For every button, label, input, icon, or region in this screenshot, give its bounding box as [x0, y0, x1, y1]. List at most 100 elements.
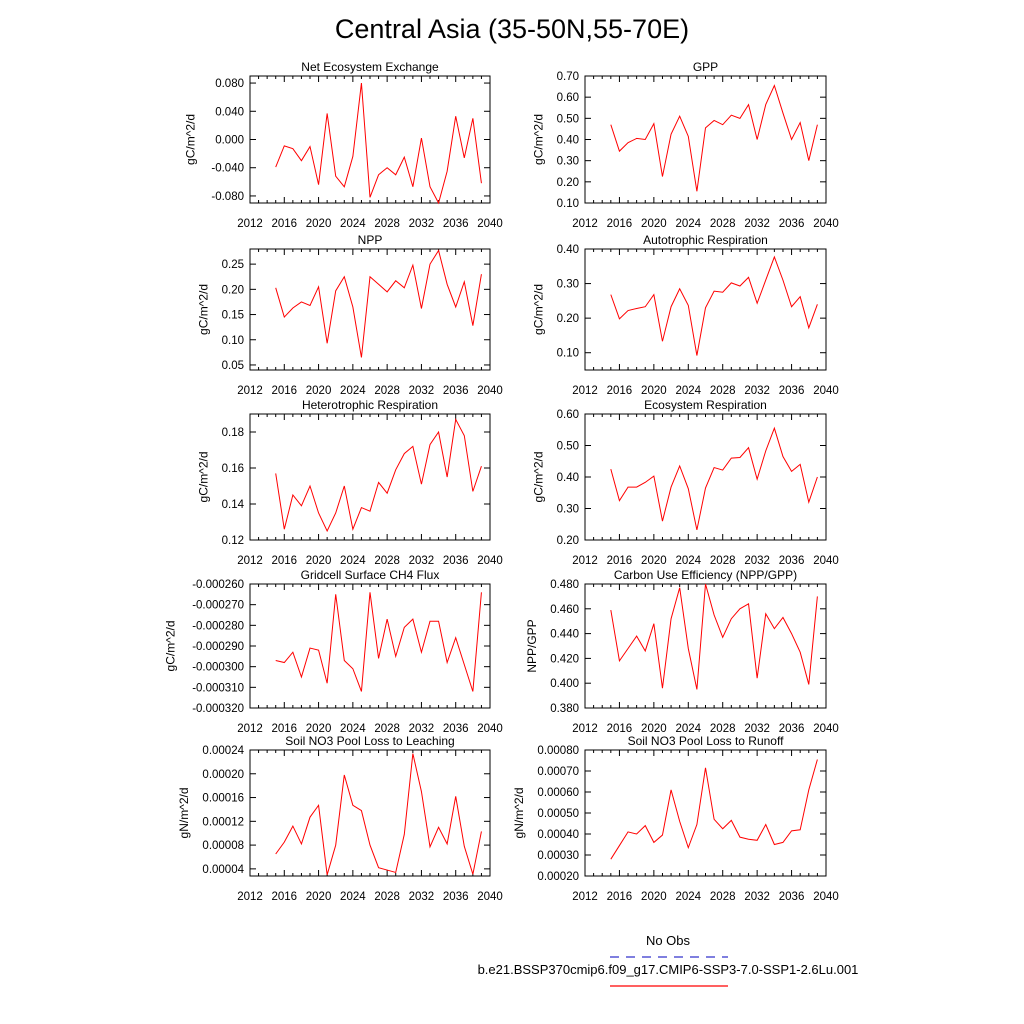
- x-tick-label: 2028: [374, 385, 400, 397]
- y-tick-label: 0.40: [557, 472, 579, 484]
- x-tick-label: 2036: [779, 891, 805, 903]
- x-tick-label: 2036: [779, 555, 805, 567]
- x-tick-label: 2016: [271, 218, 297, 230]
- x-tick-label: 2040: [813, 218, 839, 230]
- x-tick-label: 2036: [443, 891, 469, 903]
- x-tick-label: 2020: [641, 891, 667, 903]
- y-axis-label: gC/m^2/d: [183, 114, 197, 165]
- x-tick-label: 2012: [237, 891, 263, 903]
- y-tick-label: 0.040: [215, 106, 244, 118]
- x-tick-label: 2032: [744, 723, 770, 735]
- x-tick-label: 2032: [409, 891, 435, 903]
- x-tick-label: 2016: [271, 891, 297, 903]
- y-tick-label: 0.30: [557, 156, 579, 168]
- y-tick-label: -0.000300: [192, 662, 244, 674]
- x-tick-label: 2040: [477, 385, 503, 397]
- x-tick-label: 2024: [675, 218, 701, 230]
- x-tick-label: 2028: [374, 723, 400, 735]
- panel: NPP 2012 2016 2020 2024 2028 2032 2036 2040 0.05 0…: [197, 233, 503, 397]
- legend-obs-label: No Obs: [646, 933, 691, 948]
- x-tick-label: 2020: [306, 218, 332, 230]
- series-line: [610, 84, 818, 192]
- panel-title: Net Ecosystem Exchange: [301, 60, 439, 74]
- y-axis-label: gC/m^2/d: [532, 452, 546, 503]
- x-tick-label: 2032: [744, 218, 770, 230]
- panel: Heterotrophic Respiration 2012 2016 2020 202…: [197, 398, 503, 567]
- y-tick-label: 0.00060: [537, 787, 579, 799]
- y-tick-label: 0.15: [222, 310, 244, 322]
- plot-frame: [249, 248, 491, 371]
- series-line: [275, 417, 482, 533]
- x-tick-label: 2024: [675, 555, 701, 567]
- x-tick-label: 2028: [374, 555, 400, 567]
- y-tick-label: -0.000310: [192, 682, 244, 694]
- y-tick-label: 0.400: [550, 678, 579, 690]
- plot-frame: [249, 749, 491, 877]
- y-tick-label: 0.40: [557, 135, 579, 147]
- x-tick-label: 2016: [607, 555, 633, 567]
- y-tick-label: 0.60: [557, 409, 579, 421]
- panel: Carbon Use Efficiency (NPP/GPP) 2012 2016 2…: [525, 568, 839, 735]
- x-tick-label: 2012: [237, 723, 263, 735]
- x-tick-label: 2024: [675, 385, 701, 397]
- x-tick-label: 2032: [744, 385, 770, 397]
- panel: Net Ecosystem Exchange 2012 2016 2020 2024 20…: [183, 60, 502, 230]
- x-tick-label: 2040: [477, 891, 503, 903]
- y-tick-label: 0.70: [557, 71, 579, 83]
- series-line: [275, 83, 482, 205]
- series-line: [275, 592, 482, 692]
- panel-title: Carbon Use Efficiency (NPP/GPP): [614, 568, 797, 582]
- x-tick-label: 2032: [409, 218, 435, 230]
- y-tick-label: 0.000: [215, 135, 244, 147]
- x-tick-label: 2024: [340, 555, 366, 567]
- x-tick-label: 2040: [477, 723, 503, 735]
- x-tick-label: 2040: [813, 723, 839, 735]
- y-tick-label: 0.380: [550, 703, 579, 715]
- x-tick-label: 2040: [477, 555, 503, 567]
- x-tick-label: 2024: [340, 723, 366, 735]
- x-tick-label: 2016: [607, 891, 633, 903]
- y-tick-label: 0.460: [550, 604, 579, 616]
- x-tick-label: 2032: [409, 723, 435, 735]
- x-tick-label: 2020: [306, 723, 332, 735]
- x-tick-label: 2016: [271, 555, 297, 567]
- x-tick-label: 2012: [572, 891, 598, 903]
- y-tick-label: 0.080: [215, 78, 244, 90]
- x-tick-label: 2016: [607, 218, 633, 230]
- y-tick-label: 0.00020: [202, 769, 244, 781]
- x-tick-label: 2036: [443, 385, 469, 397]
- y-tick-label: -0.000290: [192, 641, 244, 653]
- x-tick-label: 2036: [443, 555, 469, 567]
- x-tick-label: 2024: [675, 891, 701, 903]
- x-tick-label: 2036: [779, 218, 805, 230]
- panel-title: Soil NO3 Pool Loss to Leaching: [285, 734, 454, 748]
- series-line: [275, 249, 482, 358]
- y-axis-label: gC/m^2/d: [164, 621, 178, 672]
- y-tick-label: 0.00050: [537, 808, 579, 820]
- y-axis-label: gC/m^2/d: [532, 114, 546, 165]
- x-tick-label: 2020: [641, 385, 667, 397]
- panel: Soil NO3 Pool Loss to Leaching 2012 2016 20…: [177, 734, 503, 903]
- y-tick-label: 0.30: [557, 504, 579, 516]
- y-axis-label: gC/m^2/d: [532, 284, 546, 335]
- panel-title: Heterotrophic Respiration: [302, 398, 438, 412]
- x-tick-label: 2028: [374, 218, 400, 230]
- series-line: [610, 759, 818, 860]
- legend: No Obs b.e21.BSSP370cmip6.f09_g17.CMIP6-…: [478, 933, 859, 987]
- y-axis-label: gC/m^2/d: [197, 452, 211, 503]
- x-tick-label: 2020: [306, 555, 332, 567]
- x-tick-label: 2036: [443, 723, 469, 735]
- y-axis-label: gC/m^2/d: [197, 284, 211, 335]
- y-axis-label: gN/m^2/d: [512, 788, 526, 839]
- series-line: [610, 426, 818, 531]
- y-tick-label: 0.25: [222, 259, 244, 271]
- x-tick-label: 2036: [779, 723, 805, 735]
- x-tick-label: 2024: [340, 218, 366, 230]
- legend-model-label: b.e21.BSSP370cmip6.f09_g17.CMIP6-SSP3-7.…: [478, 962, 859, 977]
- panel-title: Gridcell Surface CH4 Flux: [301, 568, 440, 582]
- y-tick-label: -0.000260: [192, 579, 244, 591]
- x-tick-label: 2012: [572, 555, 598, 567]
- x-tick-label: 2040: [477, 218, 503, 230]
- y-tick-label: 0.10: [557, 348, 579, 360]
- panel: Autotrophic Respiration 2012 2016 2020 2024 2…: [532, 233, 839, 397]
